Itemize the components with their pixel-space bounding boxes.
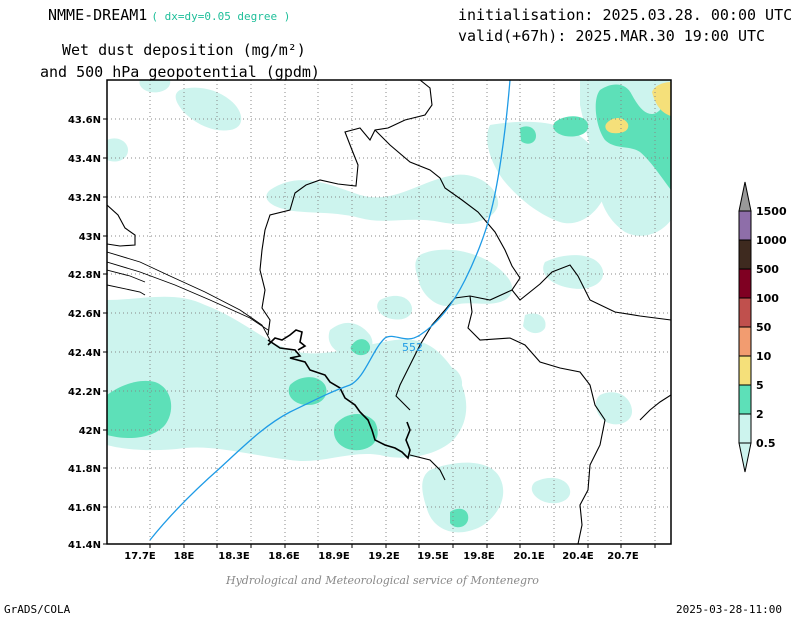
legend-level: 10 [756, 350, 772, 363]
lon-label: 17.7E [124, 551, 156, 562]
legend-bottom-arrow [738, 442, 752, 473]
lat-label: 42.8N [68, 270, 101, 281]
latitude-axis [103, 118, 107, 545]
legend-level: 0.5 [756, 437, 776, 450]
model-resolution: ( dx=dy=0.05 degree ) [151, 10, 291, 23]
render-timestamp: 2025-03-28-11:00 [676, 603, 782, 616]
lat-label: 42.6N [68, 309, 101, 320]
legend-swatch [738, 297, 752, 328]
coastline [267, 329, 411, 460]
legend-swatch [738, 239, 752, 270]
legend-level: 1000 [756, 234, 787, 247]
legend-swatch [738, 413, 752, 444]
legend-level: 50 [756, 321, 772, 334]
deposition-moderate-fields [107, 84, 671, 528]
lat-label: 41.4N [68, 540, 101, 551]
lon-label: 18.6E [268, 551, 300, 562]
lon-label: 18E [174, 551, 195, 562]
lat-label: 43.4N [68, 154, 101, 165]
legend-swatch [738, 268, 752, 299]
lat-label: 43N [79, 232, 101, 243]
lon-label: 19.5E [417, 551, 449, 562]
map-area [107, 80, 671, 544]
legend-level: 100 [756, 292, 779, 305]
deposition-high-fields [605, 82, 671, 134]
legend-swatch [738, 326, 752, 357]
lon-label: 20.7E [607, 551, 639, 562]
model-name: NMME-DREAM1 [48, 6, 148, 24]
legend-level: 5 [756, 379, 764, 392]
initialisation-time: initialisation: 2025.03.28. 00:00 UTC [458, 6, 793, 24]
legend-level: 2 [756, 408, 764, 421]
lat-label: 42.2N [68, 387, 101, 398]
model-title: NMME-DREAM1( dx=dy=0.05 degree ) [48, 6, 290, 24]
lat-label: 43.6N [68, 115, 101, 126]
legend-level: 500 [756, 263, 779, 276]
legend-swatch [738, 210, 752, 241]
legend-swatch [738, 384, 752, 415]
color-legend: 0.5 2 5 10 50 100 500 1000 1500 [738, 181, 787, 473]
longitude-axis [149, 544, 656, 548]
software-credit: GrADS/COLA [4, 603, 71, 616]
legend-top-arrow [738, 181, 752, 212]
lat-label: 43.2N [68, 193, 101, 204]
lon-label: 19.8E [463, 551, 495, 562]
lon-label: 19.2E [368, 551, 400, 562]
adriatic-coast-lines [107, 251, 271, 341]
variable-title-line2: and 500 hPa geopotential (gpdm) [40, 63, 320, 81]
lat-label: 42N [79, 426, 101, 437]
graticule [107, 80, 671, 544]
lat-label: 41.6N [68, 503, 101, 514]
geopotential-contour-552 [149, 80, 511, 541]
legend-swatch [738, 355, 752, 386]
map-frame [106, 79, 672, 545]
lat-label: 41.8N [68, 464, 101, 475]
lon-label: 20.4E [562, 551, 594, 562]
institution-credit: Hydrological and Meteorological service … [226, 574, 539, 587]
legend-level: 1500 [756, 205, 787, 218]
lon-label: 18.9E [318, 551, 350, 562]
contour-label: 552 [402, 341, 423, 354]
lat-label: 42.4N [68, 348, 101, 359]
valid-time: valid(+67h): 2025.MAR.30 19:00 UTC [458, 27, 766, 45]
lon-label: 18.3E [218, 551, 250, 562]
variable-title-line1: Wet dust deposition (mg/m²) [62, 41, 306, 59]
lon-label: 20.1E [513, 551, 545, 562]
